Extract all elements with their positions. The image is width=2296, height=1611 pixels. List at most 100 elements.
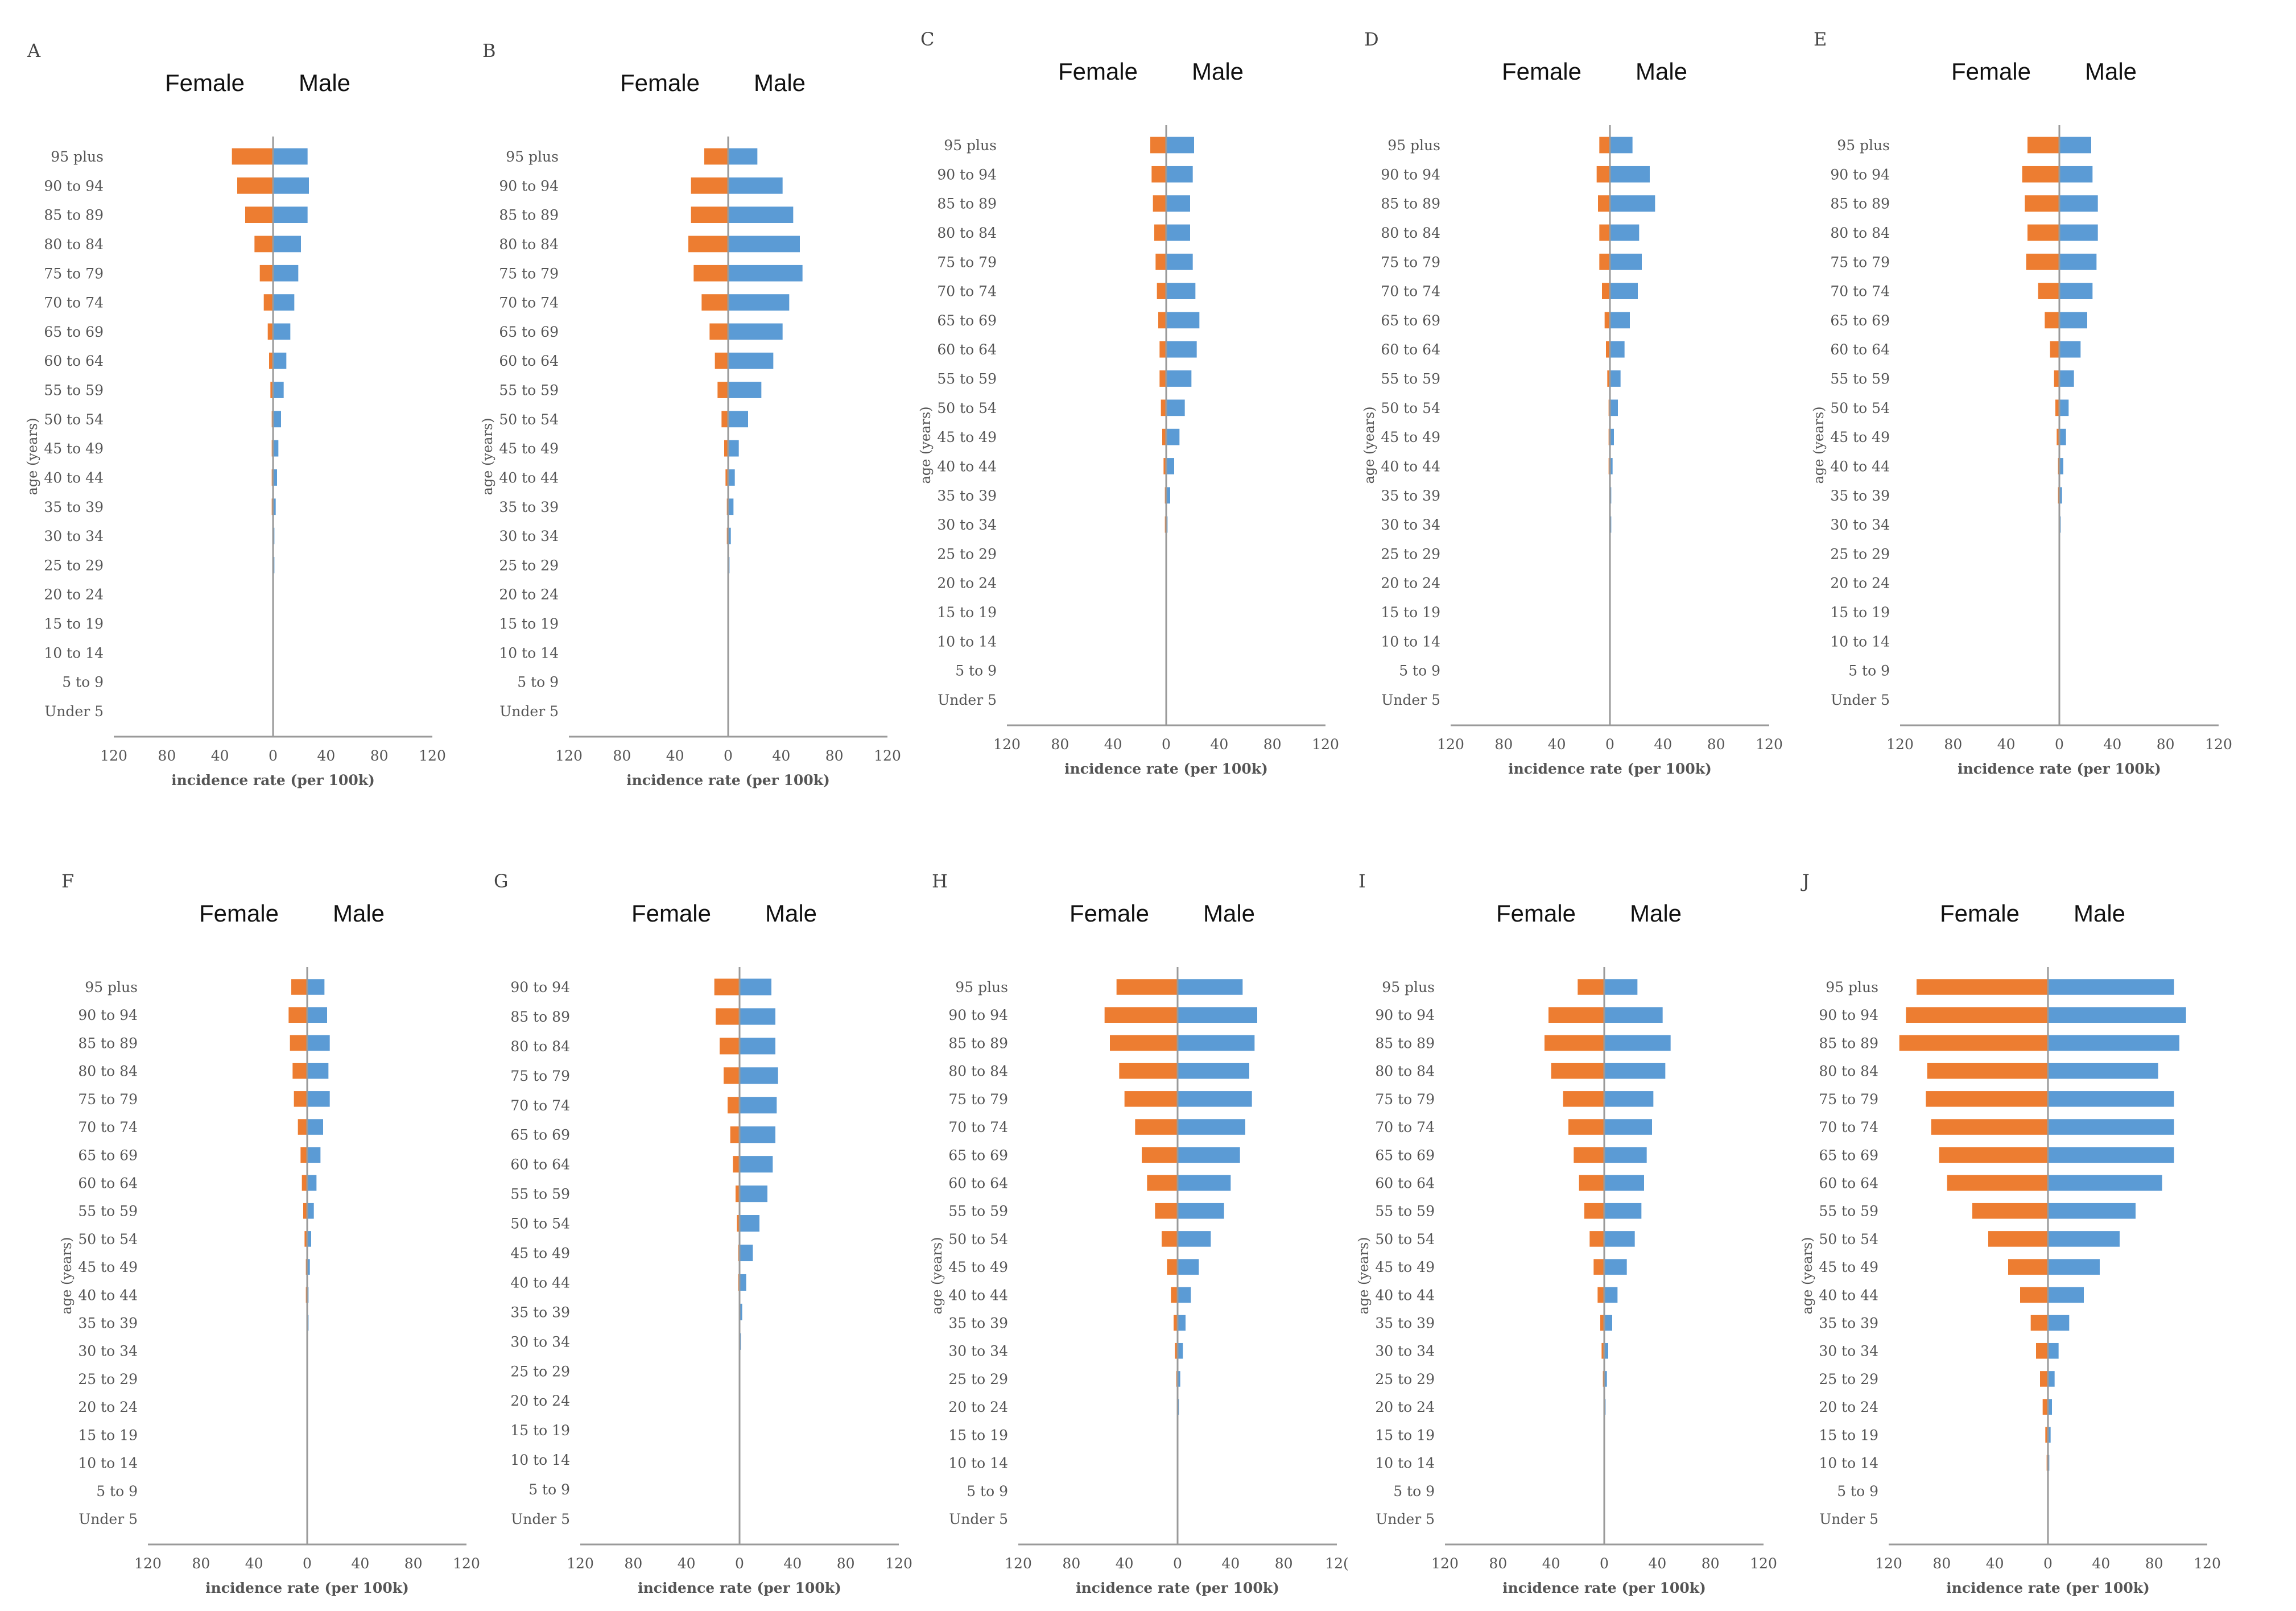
legend-female: Female (1951, 58, 2031, 85)
category-label: 95 plus (85, 979, 138, 995)
x-tick-label: 40 (1542, 1555, 1560, 1572)
panel-label: I (1358, 870, 1366, 892)
bar-male (2059, 458, 2063, 474)
category-label: 50 to 54 (78, 1231, 138, 1248)
x-tick-label: 40 (783, 1555, 802, 1572)
bar-female (691, 206, 728, 223)
category-label: 65 to 69 (44, 324, 104, 340)
bar-male (728, 498, 734, 515)
bar-female (1568, 1119, 1604, 1135)
category-label: 75 to 79 (948, 1091, 1008, 1108)
bar-male (273, 177, 309, 194)
category-label: 15 to 19 (1819, 1427, 1878, 1443)
bar-male (2048, 1427, 2051, 1443)
x-tick-label: 80 (1932, 1555, 1951, 1572)
x-tick-label: 40 (2103, 736, 2121, 753)
category-label: 80 to 84 (78, 1063, 138, 1080)
category-label: Under 5 (1819, 1511, 1878, 1527)
bar-male (273, 498, 276, 515)
bar-female (300, 1147, 307, 1163)
x-tick-label: 80 (1263, 736, 1282, 753)
x-tick-label: 120 (100, 747, 127, 764)
category-label: 75 to 79 (937, 254, 997, 270)
category-label: 80 to 84 (948, 1063, 1008, 1080)
x-tick-label: 80 (1494, 736, 1513, 753)
category-label: 95 plus (1387, 137, 1440, 154)
category-label: 50 to 54 (44, 411, 104, 428)
bar-male (740, 978, 771, 995)
category-label: 15 to 19 (78, 1427, 138, 1443)
bar-female (1154, 224, 1166, 241)
category-label: 45 to 49 (1375, 1259, 1435, 1275)
category-label: 90 to 94 (44, 177, 104, 194)
bar-female (2022, 166, 2059, 183)
bar-female (291, 979, 307, 995)
bar-female (237, 177, 273, 194)
bar-male (1178, 1342, 1183, 1359)
category-label: 70 to 74 (1830, 283, 1890, 300)
x-tick-label: 80 (2157, 736, 2175, 753)
legend-male: Male (2074, 900, 2125, 927)
bar-female (1574, 1147, 1604, 1163)
bar-male (2048, 1259, 2100, 1275)
category-label: 90 to 94 (78, 1007, 138, 1023)
category-label: 20 to 24 (510, 1393, 570, 1409)
category-label: 90 to 94 (1830, 166, 1890, 183)
bar-male (740, 1038, 775, 1055)
legend-male: Male (1636, 58, 1687, 85)
bar-female (720, 1038, 740, 1055)
category-label: 80 to 84 (499, 236, 559, 253)
x-tick-label: 80 (1702, 1555, 1720, 1572)
category-label: 35 to 39 (1375, 1315, 1435, 1332)
category-label: 20 to 24 (1819, 1399, 1878, 1415)
category-label: 75 to 79 (78, 1091, 138, 1108)
legend-female: Female (1496, 900, 1576, 927)
x-tick-label: 0 (303, 1555, 312, 1572)
bar-female (714, 978, 740, 995)
category-label: Under 5 (1381, 692, 1440, 708)
category-label: 90 to 94 (499, 177, 559, 194)
category-label: 80 to 84 (510, 1038, 570, 1055)
legend-female: Female (1940, 900, 2020, 927)
legend-female: Female (1058, 58, 1138, 85)
category-label: 85 to 89 (937, 196, 997, 212)
bar-male (1178, 1063, 1249, 1079)
bar-female (1939, 1147, 2048, 1163)
x-axis-title: incidence rate (per 100k) (205, 1580, 409, 1596)
panel-label: B (482, 40, 496, 61)
x-tick-label: 80 (1944, 736, 1962, 753)
x-tick-label: 0 (724, 747, 733, 764)
category-label: 30 to 34 (499, 528, 559, 544)
bar-male (2048, 1287, 2084, 1303)
x-tick-label: 80 (837, 1555, 855, 1572)
bar-female (1931, 1119, 2048, 1135)
bar-female (263, 294, 273, 311)
bar-female (1116, 979, 1178, 995)
category-label: 30 to 34 (1381, 517, 1440, 533)
bar-male (1610, 224, 1640, 241)
category-label: 15 to 19 (44, 616, 104, 632)
category-label: 10 to 14 (1381, 633, 1440, 650)
bar-male (2059, 428, 2066, 445)
category-label: 90 to 94 (948, 1007, 1008, 1023)
bar-male (1604, 1231, 1635, 1247)
panel-label: E (1814, 28, 1827, 50)
category-label: 60 to 64 (1830, 341, 1890, 358)
bar-male (1178, 1007, 1257, 1023)
bar-male (2048, 1175, 2162, 1191)
category-label: 35 to 39 (510, 1304, 570, 1320)
category-label: 5 to 9 (528, 1481, 570, 1498)
bar-male (1166, 224, 1190, 241)
category-label: 70 to 74 (937, 283, 997, 300)
bar-male (1604, 1063, 1666, 1079)
y-axis-title: age (years) (1356, 1237, 1372, 1314)
category-label: 15 to 19 (1381, 604, 1440, 621)
bar-male (1178, 1147, 1240, 1163)
bar-male (2059, 399, 2069, 416)
panel-label: C (920, 28, 934, 50)
bar-male (307, 1007, 327, 1023)
x-tick-label: 120 (567, 1555, 594, 1572)
bar-male (2059, 224, 2098, 241)
bar-female (1578, 979, 1604, 995)
bar-male (740, 1156, 773, 1173)
